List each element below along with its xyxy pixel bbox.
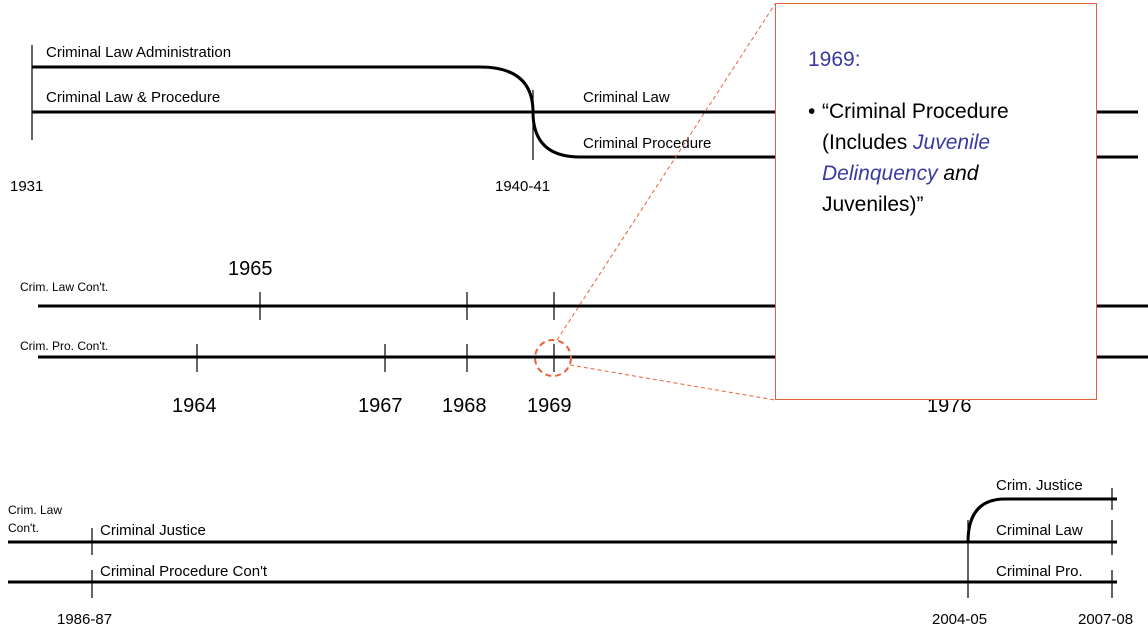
highlight-circle: [534, 339, 572, 377]
text: Juveniles)”: [822, 193, 924, 216]
row3-lines: [8, 488, 1117, 598]
callout-pointer: [569, 364, 776, 401]
label: Criminal Law: [996, 522, 1083, 539]
label: Crim. Pro. Con't.: [20, 339, 108, 353]
callout-title: 1969:: [808, 48, 861, 71]
label: Criminal Law Administration: [46, 44, 231, 61]
callout-bullet: “Criminal Procedure (Includes Juvenile D…: [808, 96, 1072, 220]
callout: 1969: “Criminal Procedure (Includes Juve…: [775, 3, 1097, 400]
label: Con't.: [8, 521, 39, 535]
date: 1965: [228, 258, 273, 280]
date: 1969: [527, 395, 572, 417]
date: 1968: [442, 395, 487, 417]
date: 1976: [927, 395, 972, 417]
label: Criminal Procedure: [583, 135, 711, 152]
label: Crim. Justice: [996, 477, 1083, 494]
date: 1940-41: [495, 178, 550, 195]
date: 1986-87: [57, 611, 112, 628]
text: “Criminal Procedure (Includes: [822, 100, 1009, 154]
label: Criminal Law: [583, 89, 670, 106]
date: 2004-05: [932, 611, 987, 628]
label: Criminal Law & Procedure: [46, 89, 220, 106]
label: Criminal Justice: [100, 522, 206, 539]
callout-pointer: [556, 3, 776, 341]
text: and: [937, 162, 979, 185]
date: 2007-08: [1078, 611, 1133, 628]
date: 1967: [358, 395, 403, 417]
date: 1964: [172, 395, 217, 417]
label: Criminal Pro.: [996, 563, 1083, 580]
date: 1931: [10, 178, 43, 195]
label: Criminal Procedure Con't: [100, 563, 268, 580]
label: Crim. Law Con't.: [20, 280, 108, 294]
emphasis: Juvenile Delinquency: [822, 131, 991, 185]
label: Crim. Law: [8, 503, 62, 517]
